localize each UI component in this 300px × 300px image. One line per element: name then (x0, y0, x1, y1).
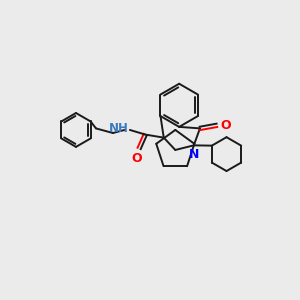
Text: NH: NH (109, 122, 128, 135)
Text: N: N (189, 148, 200, 161)
Text: O: O (131, 152, 142, 165)
Text: O: O (221, 119, 231, 132)
